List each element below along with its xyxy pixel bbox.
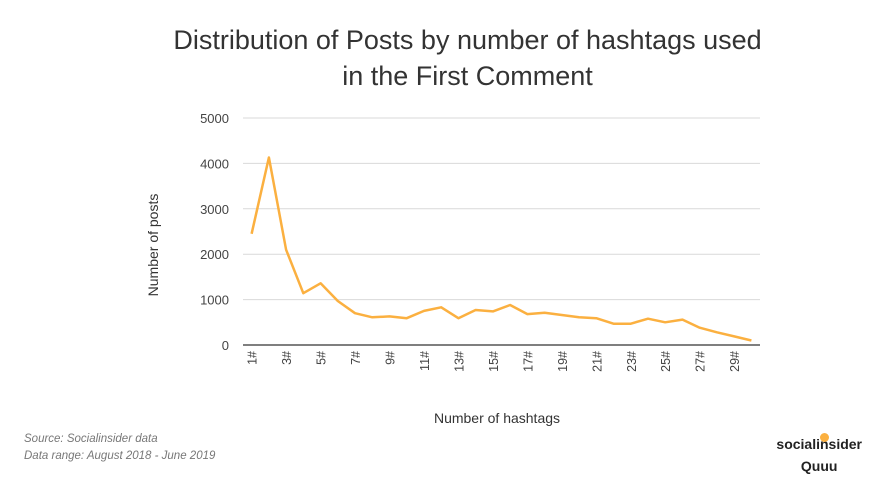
y-axis-label: Number of posts: [145, 194, 161, 297]
x-tick-label: 29#: [728, 351, 742, 372]
x-axis-label: Number of hashtags: [434, 410, 560, 426]
x-tick-label: 25#: [659, 351, 673, 372]
logo-dot-icon: [820, 433, 830, 442]
x-tick-label: 19#: [556, 351, 570, 372]
x-tick-label: 3#: [280, 351, 294, 365]
source-text: Source: Socialinsider data: [24, 433, 158, 445]
x-tick-label: 15#: [487, 351, 501, 372]
chart-title-line-1: Distribution of Posts by number of hasht…: [173, 25, 762, 55]
y-tick-labels: 0 1000 2000 3000 4000 5000: [200, 111, 229, 353]
grid-lines: [243, 117, 760, 346]
y-tick-label: 4000: [200, 156, 229, 171]
y-tick-label: 1000: [200, 293, 229, 308]
x-tick-label: 21#: [590, 351, 604, 372]
x-tick-label: 17#: [521, 351, 535, 372]
series-line: [250, 156, 752, 342]
y-tick-label: 0: [222, 338, 229, 353]
y-tick-label: 2000: [200, 247, 229, 262]
source-note: Source: Socialinsider data Data range: A…: [24, 431, 215, 465]
socialinsider-logo: socialinsider: [776, 433, 862, 452]
chart-title-line-2: in the First Comment: [342, 61, 593, 91]
y-tick-label: 5000: [200, 111, 229, 126]
data-range-text: Data range: August 2018 - June 2019: [24, 450, 216, 462]
socialinsider-logo-text: socialinsider: [776, 436, 862, 452]
x-tick-labels: 1# 3# 5# 7# 9# 11# 13# 15# 17# 19# 21# 23# 25# 27# 29#: [246, 351, 743, 372]
x-tick-label: 27#: [694, 351, 708, 372]
quuu-logo: Quuu: [800, 458, 838, 474]
x-tick-label: 23#: [625, 351, 639, 372]
y-tick-label: 3000: [200, 202, 229, 217]
x-tick-label: 5#: [315, 351, 329, 365]
x-tick-label: 1#: [246, 351, 260, 365]
chart-title: Distribution of Posts by number of hasht…: [0, 22, 888, 94]
x-tick-label: 9#: [383, 351, 397, 365]
brand-logos: socialinsider Quuu: [776, 433, 862, 474]
x-tick-label: 7#: [349, 351, 363, 365]
x-tick-label: 13#: [452, 351, 466, 372]
series-lines: [250, 156, 752, 342]
x-tick-label: 11#: [418, 351, 432, 371]
